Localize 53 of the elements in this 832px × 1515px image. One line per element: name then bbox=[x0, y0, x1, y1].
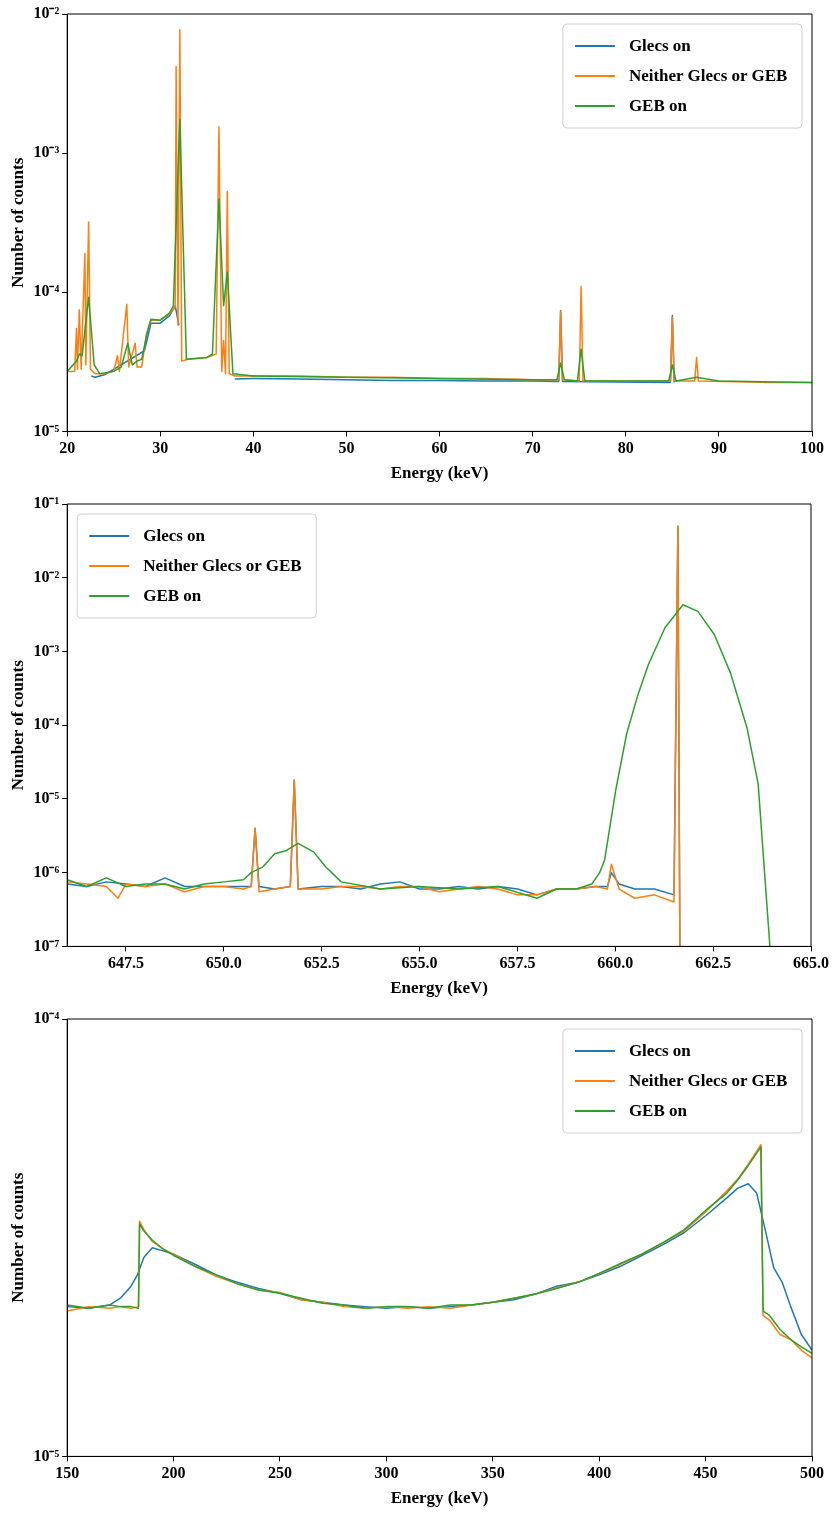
legend-label: Neither Glecs or GEB bbox=[628, 1071, 788, 1091]
y-tick-label: 10⁻⁵ bbox=[33, 421, 60, 439]
x-tick-label: 400 bbox=[587, 1464, 612, 1482]
y-axis-title: Number of counts bbox=[7, 659, 27, 791]
y-tick-label: 10⁻⁷ bbox=[33, 936, 60, 954]
y-tick-label: 10⁻⁶ bbox=[33, 862, 60, 880]
y-tick-label: 10⁻² bbox=[33, 4, 60, 22]
x-tick-label: 150 bbox=[55, 1464, 80, 1482]
y-tick-label: 10⁻⁴ bbox=[33, 1009, 60, 1027]
legend-label: Glecs on bbox=[628, 36, 692, 56]
y-tick-label: 10⁻¹ bbox=[33, 494, 60, 512]
x-tick-label: 652.5 bbox=[303, 954, 340, 972]
x-tick-label: 70 bbox=[524, 439, 541, 457]
legend-label: Neither Glecs or GEB bbox=[628, 66, 788, 86]
x-tick-label: 655.0 bbox=[401, 954, 438, 972]
y-tick-label: 10⁻³ bbox=[33, 641, 60, 659]
y-tick-label: 10⁻⁵ bbox=[33, 789, 60, 807]
x-tick-label: 660.0 bbox=[597, 954, 634, 972]
legend-label: Glecs on bbox=[628, 1041, 692, 1061]
x-tick-label: 647.5 bbox=[107, 954, 144, 972]
x-tick-label: 30 bbox=[152, 439, 169, 457]
legend-label: Glecs on bbox=[143, 526, 206, 546]
x-tick-label: 250 bbox=[268, 1464, 292, 1482]
x-tick-label: 662.5 bbox=[695, 954, 732, 972]
x-tick-label: 40 bbox=[245, 439, 262, 457]
x-axis-title: Energy (keV) bbox=[390, 463, 489, 483]
y-tick-label: 10⁻² bbox=[33, 567, 60, 585]
x-tick-label: 80 bbox=[617, 439, 634, 457]
x-tick-label: 100 bbox=[800, 439, 824, 457]
x-tick-label: 500 bbox=[800, 1464, 824, 1482]
x-tick-label: 450 bbox=[693, 1464, 718, 1482]
legend-label: GEB on bbox=[628, 1101, 688, 1121]
x-tick-label: 300 bbox=[374, 1464, 399, 1482]
x-axis-title: Energy (keV) bbox=[390, 978, 488, 998]
legend-label: Neither Glecs or GEB bbox=[143, 556, 302, 576]
x-tick-label: 650.0 bbox=[205, 954, 242, 972]
x-tick-label: 20 bbox=[59, 439, 76, 457]
x-tick-label: 90 bbox=[710, 439, 727, 457]
x-tick-label: 657.5 bbox=[499, 954, 536, 972]
x-tick-label: 200 bbox=[161, 1464, 186, 1482]
x-tick-label: 60 bbox=[431, 439, 448, 457]
x-tick-label: 665.0 bbox=[793, 954, 829, 972]
x-axis-title: Energy (keV) bbox=[390, 1488, 489, 1508]
x-tick-label: 50 bbox=[338, 439, 355, 457]
y-tick-label: 10⁻⁵ bbox=[33, 1446, 60, 1464]
y-axis-title: Number of counts bbox=[7, 157, 27, 288]
y-axis-title: Number of counts bbox=[7, 1172, 27, 1303]
y-tick-label: 10⁻³ bbox=[33, 143, 60, 161]
y-tick-label: 10⁻⁴ bbox=[33, 715, 60, 733]
x-tick-label: 350 bbox=[480, 1464, 505, 1482]
legend-label: GEB on bbox=[143, 586, 202, 606]
legend-label: GEB on bbox=[628, 96, 688, 116]
y-tick-label: 10⁻⁴ bbox=[33, 282, 60, 300]
